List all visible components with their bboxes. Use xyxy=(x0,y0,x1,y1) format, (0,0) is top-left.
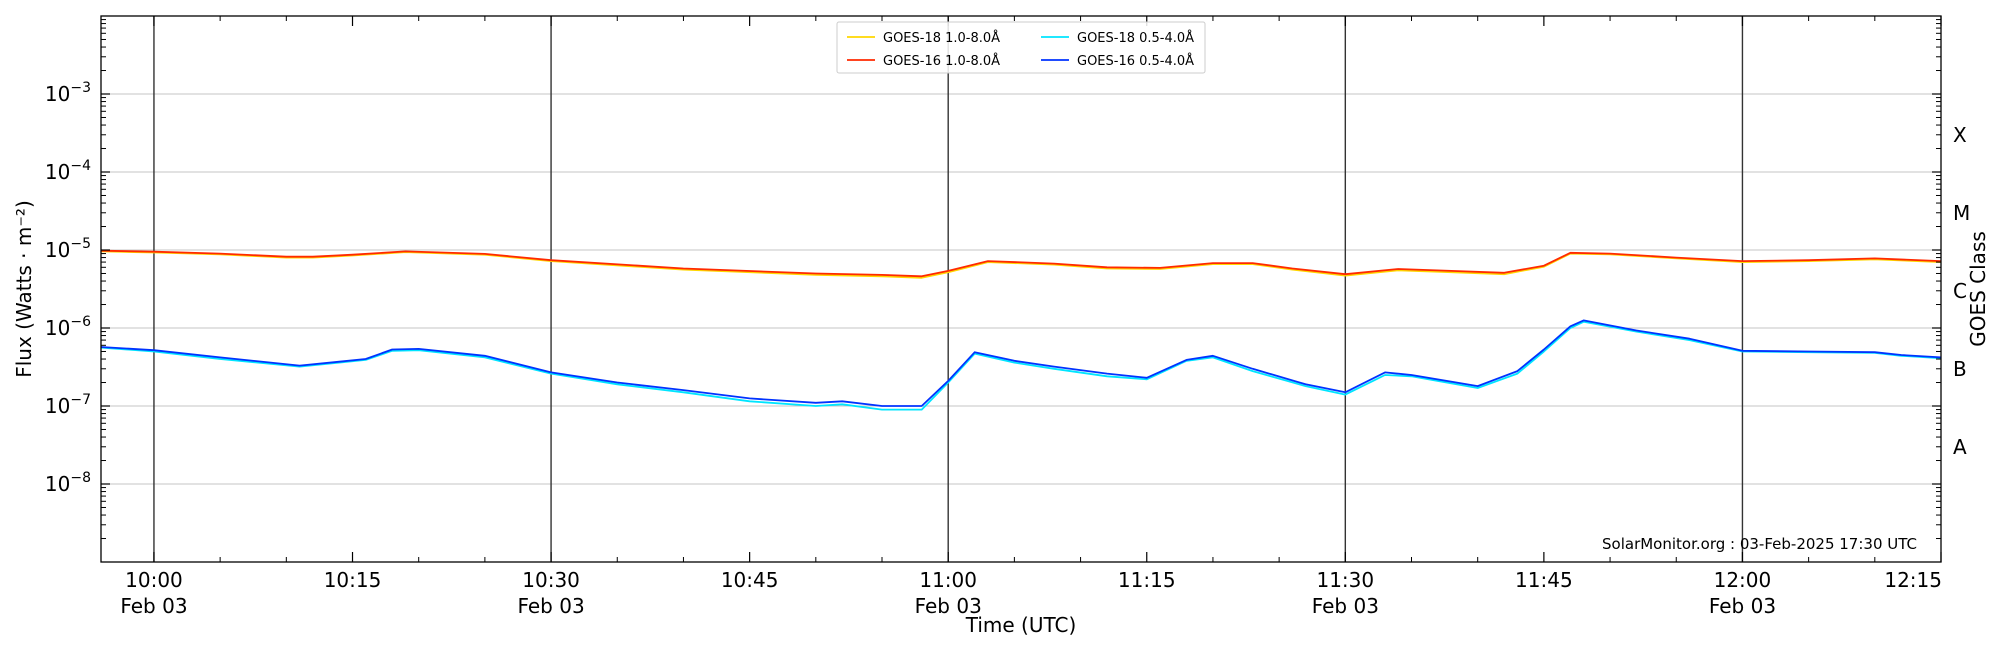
y-tick-exponent: −4 xyxy=(70,158,91,174)
x-tick-label: 11:15 xyxy=(1118,568,1176,592)
y-tick-exponent: −5 xyxy=(70,236,91,252)
y-tick-base: 10 xyxy=(45,160,70,184)
series-line-3 xyxy=(100,319,1942,407)
x-axis-title: Time (UTC) xyxy=(965,613,1077,637)
x-tick-date-label: Feb 03 xyxy=(120,594,187,618)
y-tick-label: 10−5 xyxy=(45,236,91,262)
x-tick-date-label: Feb 03 xyxy=(1709,594,1776,618)
y-tick-label: 10−4 xyxy=(45,158,91,184)
series-layer xyxy=(100,249,1942,411)
x-tick-label: 11:30 xyxy=(1316,568,1374,592)
goes-class-label: C xyxy=(1953,279,1967,303)
y-tick-base: 10 xyxy=(45,238,70,262)
source-watermark: SolarMonitor.org : 03-Feb-2025 17:30 UTC xyxy=(1602,535,1917,553)
day-marker-layer xyxy=(153,16,1744,562)
legend-label-1: GOES-16 1.0-8.0Å xyxy=(883,53,1000,69)
y-tick-base: 10 xyxy=(45,472,70,496)
legend-box xyxy=(836,21,1206,74)
x-tick-label: 12:15 xyxy=(1884,568,1942,592)
x-tick-label: 11:45 xyxy=(1515,568,1573,592)
series-line-2 xyxy=(100,320,1942,411)
tick-layer xyxy=(101,16,1942,562)
plot-frame xyxy=(100,15,1942,563)
y-tick-label: 10−3 xyxy=(45,80,91,106)
goes-class-label: X xyxy=(1953,123,1967,147)
x-tick-label: 11:00 xyxy=(919,568,977,592)
x-tick-date-label: Feb 03 xyxy=(1312,594,1379,618)
legend-label-2: GOES-18 0.5-4.0Å xyxy=(1077,30,1194,46)
x-tick-label: 10:00 xyxy=(125,568,183,592)
y-tick-exponent: −7 xyxy=(70,392,91,408)
y-tick-base: 10 xyxy=(45,316,70,340)
x-tick-label: 10:45 xyxy=(721,568,779,592)
legend-label-0: GOES-18 1.0-8.0Å xyxy=(883,30,1000,46)
y-axis-title: Flux (Watts · m⁻²) xyxy=(12,200,36,378)
y-tick-label: 10−8 xyxy=(45,470,91,496)
series-line-0 xyxy=(100,250,1942,279)
x-tick-date-label: Feb 03 xyxy=(517,594,584,618)
x-tick-label: 10:30 xyxy=(522,568,580,592)
x-tick-date-label: Feb 03 xyxy=(915,594,982,618)
series-line-1 xyxy=(100,249,1942,278)
goes-class-label: M xyxy=(1953,201,1970,225)
goes-class-axis-title: GOES Class xyxy=(1966,231,1990,347)
goes-class-label: B xyxy=(1953,357,1967,381)
x-tick-label: 10:15 xyxy=(324,568,382,592)
y-tick-base: 10 xyxy=(45,82,70,106)
legend-label-3: GOES-16 0.5-4.0Å xyxy=(1077,53,1194,69)
goes-class-label: A xyxy=(1953,435,1967,459)
y-tick-label: 10−6 xyxy=(45,314,91,340)
x-tick-label: 12:00 xyxy=(1714,568,1772,592)
y-tick-exponent: −3 xyxy=(70,80,91,96)
y-tick-base: 10 xyxy=(45,394,70,418)
legend: GOES-18 1.0-8.0Å GOES-16 1.0-8.0Å GOES-18 … xyxy=(836,21,1206,74)
y-tick-exponent: −8 xyxy=(70,470,91,486)
y-tick-label: 10−7 xyxy=(45,392,91,418)
grid-layer xyxy=(101,93,1941,485)
y-tick-exponent: −6 xyxy=(70,314,91,330)
